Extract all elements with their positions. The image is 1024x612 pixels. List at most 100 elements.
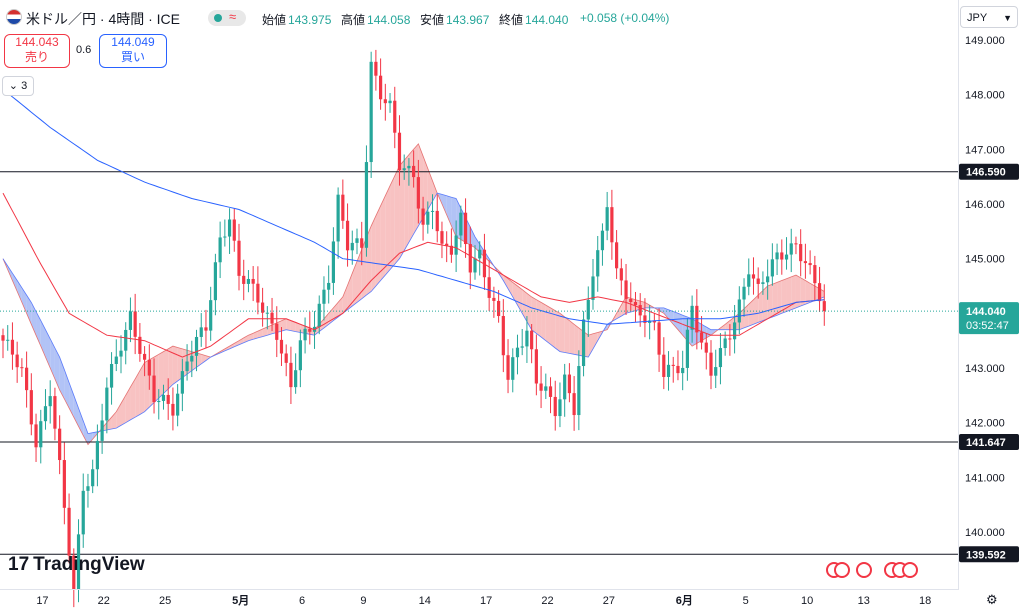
cloud-segment <box>777 280 782 316</box>
candle-body <box>817 283 822 302</box>
candle-body <box>652 320 656 323</box>
horizontal-lines[interactable] <box>0 171 958 555</box>
candle-body <box>67 507 71 556</box>
candle-body <box>421 208 425 225</box>
cloud-segment <box>139 362 145 415</box>
candle-body <box>227 219 232 237</box>
symbol-title[interactable]: 米ドル／円 · 4時間 · ICE <box>26 11 181 27</box>
time-axis[interactable]: 17 22 25 5月 6 9 14 17 22 27 6月 5 10 13 18 <box>36 594 931 607</box>
candle-body <box>723 338 727 349</box>
candle-body <box>742 286 746 300</box>
candle-body <box>676 365 680 374</box>
candle-body <box>133 311 137 337</box>
candle-body <box>166 394 170 404</box>
candle-body <box>591 276 595 300</box>
chevron-down-icon: ⌄ <box>8 80 19 92</box>
time-tick-label: 13 <box>858 595 870 607</box>
candle-body <box>256 283 260 303</box>
candle-body <box>619 268 623 281</box>
candle-body <box>336 194 340 242</box>
candle-body <box>775 252 779 260</box>
candle-body <box>629 298 633 302</box>
cloud-segment <box>394 165 400 265</box>
candle-body <box>638 305 642 316</box>
cloud-segment <box>50 338 55 379</box>
logo-text: TradingView <box>33 554 145 575</box>
candle-body <box>770 259 774 277</box>
cloud-line-b <box>2 192 825 435</box>
candle-body <box>487 277 491 298</box>
candle-body <box>407 165 411 169</box>
cloud-segment <box>12 273 18 292</box>
cloud-segment <box>767 284 773 319</box>
indicator-count: 3 <box>21 80 28 92</box>
us-event-icon[interactable] <box>902 562 918 578</box>
cloud-segment <box>399 160 405 259</box>
candle-body <box>506 355 510 380</box>
candle-body <box>558 399 562 417</box>
candle-body <box>388 100 392 104</box>
tradingview-logo[interactable]: 17 TradingView <box>8 554 145 576</box>
candle-body <box>780 252 784 260</box>
candle-body <box>671 364 675 366</box>
cloud-segment <box>229 343 235 349</box>
time-tick-label: 22 <box>541 595 553 607</box>
time-tick-label: 22 <box>98 595 110 607</box>
cloud-segment <box>21 287 27 314</box>
candle-body <box>685 329 689 368</box>
candle-body <box>544 386 548 391</box>
ichimoku-cloud <box>2 143 825 446</box>
time-tick-label: 5 <box>743 595 749 607</box>
cloud-segment <box>795 275 801 308</box>
candle-body <box>515 347 520 358</box>
candle-body <box>251 278 255 284</box>
candle-body <box>213 262 217 301</box>
candle-body <box>445 243 449 246</box>
price-change: +0.058 (+0.04%) <box>580 11 670 25</box>
candle-body <box>143 353 147 360</box>
time-tick-label: 10 <box>801 595 813 607</box>
cloud-segment <box>772 282 778 317</box>
cloud-segment <box>616 305 622 319</box>
us-event-icon[interactable] <box>856 562 872 578</box>
candle-body <box>383 99 387 104</box>
candle-body <box>246 278 251 284</box>
candle-body <box>704 342 708 353</box>
currency-selector[interactable]: JPY ▼ <box>960 6 1018 28</box>
candle-body <box>416 177 420 209</box>
tv-logo-icon: 17 <box>8 554 30 575</box>
candle-body <box>803 261 807 264</box>
cloud-segment <box>314 324 320 336</box>
candle-body <box>53 396 57 429</box>
candle-body <box>317 303 321 327</box>
cloud-segment <box>196 352 202 368</box>
candle-body <box>449 245 453 255</box>
candle-body <box>194 336 199 356</box>
sell-price: 144.043 <box>15 35 59 49</box>
candle-body <box>718 348 723 368</box>
candle-body <box>605 207 609 231</box>
candle-body <box>709 352 713 376</box>
candle-body <box>473 258 477 273</box>
economic-events[interactable] <box>826 562 926 582</box>
candle-body <box>662 354 666 377</box>
moving-averages <box>2 88 825 358</box>
price-axis[interactable]: 149.000 148.000 147.000 146.000 145.000 144.0… <box>965 35 1005 539</box>
indicators-toggle-button[interactable]: ⌄ 3 <box>2 76 34 96</box>
candle-body <box>15 354 19 368</box>
candle-body <box>161 394 166 401</box>
candle-body <box>440 231 444 244</box>
us-event-icon[interactable] <box>834 562 850 578</box>
candle-body <box>91 469 95 487</box>
candle-body <box>322 289 326 304</box>
candle-body <box>81 490 85 535</box>
candle-body <box>355 238 359 243</box>
sell-button[interactable]: 144.043 売り <box>4 34 70 68</box>
hline-price-tag <box>959 546 1019 563</box>
cloud-segment <box>375 205 381 286</box>
candle-body <box>124 329 128 351</box>
buy-button[interactable]: 144.049 買い <box>99 34 167 68</box>
settings-gear-icon[interactable]: ⚙ <box>986 592 998 607</box>
cloud-segment <box>168 346 173 389</box>
